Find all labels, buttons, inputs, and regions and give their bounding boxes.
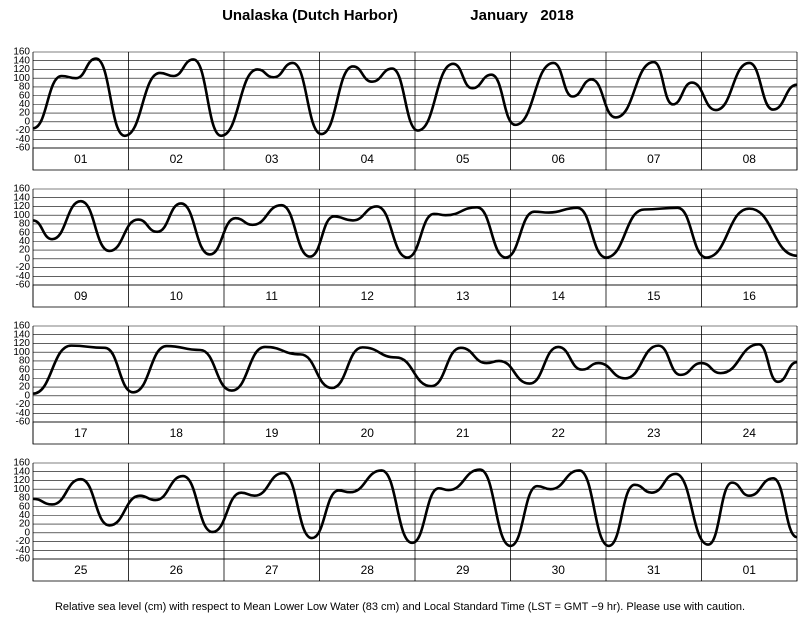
x-tick-label: 16 (743, 289, 757, 303)
y-tick-label: -60 (16, 143, 31, 154)
y-tick-label: 20 (19, 108, 31, 119)
y-tick-label: -40 (16, 271, 31, 282)
y-tick-label: 40 (19, 99, 31, 110)
y-tick-label: 140 (13, 329, 30, 340)
x-tick-label: 21 (456, 426, 470, 440)
y-tick-label: 160 (13, 321, 30, 332)
y-tick-label: 40 (19, 236, 31, 247)
axis-band (32, 147, 798, 171)
x-tick-label: 08 (743, 152, 757, 166)
x-tick-label: 06 (552, 152, 566, 166)
x-tick-label: 19 (265, 426, 279, 440)
x-tick-label: 15 (647, 289, 661, 303)
x-tick-label: 26 (170, 563, 184, 577)
y-tick-label: 60 (19, 90, 31, 101)
y-tick-label: -20 (16, 262, 31, 273)
y-tick-label: -40 (16, 134, 31, 145)
y-tick-label: -40 (16, 545, 31, 556)
footnote: Relative sea level (cm) with respect to … (55, 601, 745, 613)
x-tick-label: 25 (74, 563, 88, 577)
chart-title: Unalaska (Dutch Harbor) (222, 7, 398, 24)
y-tick-label: 160 (13, 458, 30, 469)
y-tick-label: 120 (13, 201, 30, 212)
x-tick-label: 27 (265, 563, 279, 577)
axis-band (32, 284, 798, 308)
tide-line (32, 199, 798, 259)
x-tick-label: 17 (74, 426, 88, 440)
x-tick-label: 31 (647, 563, 661, 577)
x-tick-label: 24 (743, 426, 757, 440)
y-tick-label: 60 (19, 227, 31, 238)
y-tick-label: 160 (13, 47, 30, 58)
x-tick-label: 30 (552, 563, 566, 577)
y-tick-label: 20 (19, 519, 31, 530)
y-tick-label: -60 (16, 554, 31, 565)
tide-line (32, 343, 798, 395)
x-tick-label: 11 (266, 289, 279, 303)
x-tick-label: 28 (361, 563, 375, 577)
y-tick-label: 120 (13, 64, 30, 75)
y-tick-label: 0 (24, 390, 30, 401)
y-tick-label: 120 (13, 475, 30, 486)
x-tick-label: 03 (265, 152, 279, 166)
x-tick-label: 20 (361, 426, 375, 440)
x-tick-label: 10 (170, 289, 184, 303)
y-tick-label: 80 (19, 493, 31, 504)
y-tick-label: 140 (13, 55, 30, 66)
y-tick-label: 0 (24, 527, 30, 538)
y-tick-label: 100 (13, 73, 30, 84)
y-tick-label: 80 (19, 82, 31, 93)
tide-line (32, 57, 798, 138)
x-tick-label: 13 (456, 289, 470, 303)
x-tick-label: 01 (74, 152, 88, 166)
tide-line (32, 468, 798, 548)
y-tick-label: 100 (13, 210, 30, 221)
y-tick-label: 0 (24, 116, 30, 127)
x-tick-label: 09 (74, 289, 88, 303)
y-tick-label: 140 (13, 466, 30, 477)
x-tick-label: 04 (361, 152, 375, 166)
y-tick-label: 60 (19, 501, 31, 512)
y-tick-label: 40 (19, 510, 31, 521)
y-tick-label: 80 (19, 356, 31, 367)
y-tick-label: 160 (13, 184, 30, 195)
chart-date: January 2018 (470, 7, 573, 24)
x-tick-label: 18 (170, 426, 184, 440)
axis-band (32, 421, 798, 445)
x-tick-label: 01 (743, 563, 757, 577)
y-tick-label: 20 (19, 245, 31, 256)
x-tick-label: 07 (647, 152, 661, 166)
y-tick-label: 100 (13, 484, 30, 495)
y-tick-label: 60 (19, 364, 31, 375)
x-tick-label: 22 (552, 426, 566, 440)
y-tick-label: 20 (19, 382, 31, 393)
x-tick-label: 14 (552, 289, 566, 303)
y-tick-label: -60 (16, 280, 31, 291)
axis-band (32, 558, 798, 582)
x-tick-label: 05 (456, 152, 470, 166)
y-tick-label: 100 (13, 347, 30, 358)
y-tick-label: -20 (16, 125, 31, 136)
x-tick-label: 23 (647, 426, 661, 440)
x-tick-label: 02 (170, 152, 184, 166)
y-tick-label: 40 (19, 373, 31, 384)
x-tick-label: 29 (456, 563, 470, 577)
y-tick-label: -60 (16, 417, 31, 428)
y-tick-label: 80 (19, 219, 31, 230)
y-tick-label: 0 (24, 253, 30, 264)
y-tick-label: -40 (16, 408, 31, 419)
y-tick-label: 140 (13, 192, 30, 203)
y-tick-label: -20 (16, 536, 31, 547)
y-tick-label: -20 (16, 399, 31, 410)
y-tick-label: 120 (13, 338, 30, 349)
x-tick-label: 12 (361, 289, 375, 303)
